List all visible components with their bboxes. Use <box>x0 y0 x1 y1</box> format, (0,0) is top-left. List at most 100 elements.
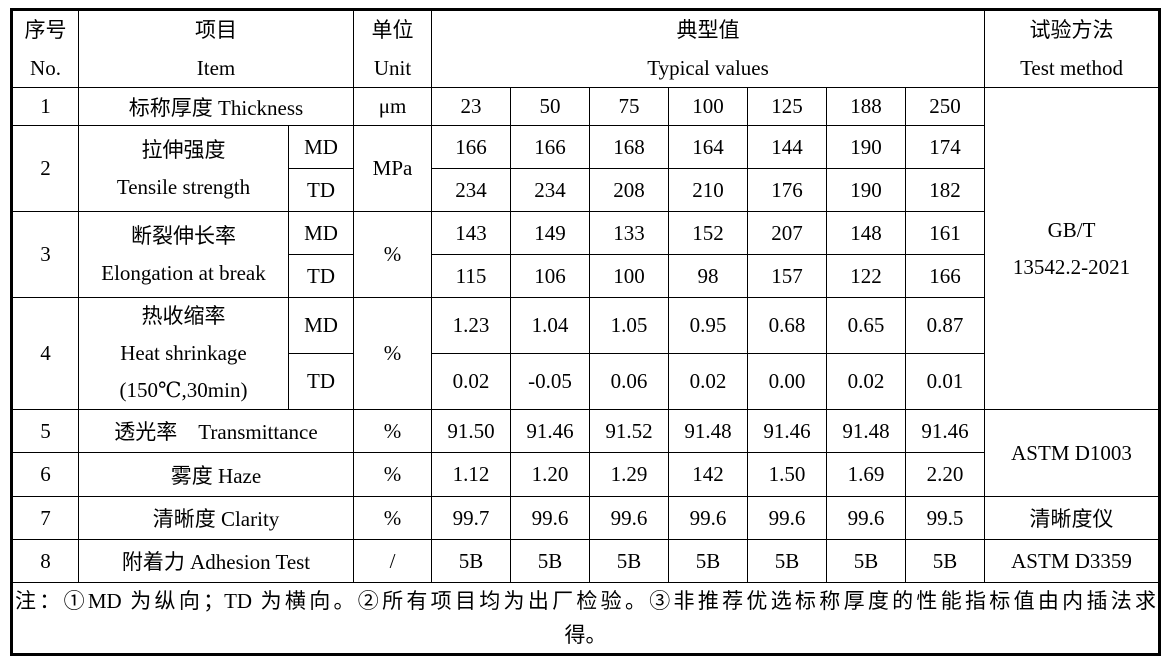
value-cell: 5B <box>904 539 986 583</box>
value-cell: 1.12 <box>431 452 511 497</box>
direction-label-td: TD <box>288 353 354 410</box>
unit-label: % <box>353 452 432 497</box>
value-cell: 174 <box>904 125 986 169</box>
value-cell: 0.95 <box>668 297 748 354</box>
value-cell: -0.05 <box>510 353 590 410</box>
table-row-thickness: 1 标称厚度 Thickness μm 23 50 75 100 125 188… <box>11 87 1161 410</box>
unit-label: % <box>353 297 432 410</box>
direction-label-md: MD <box>288 125 354 169</box>
value-cell: 91.52 <box>589 409 669 453</box>
direction-label-md: MD <box>288 297 354 354</box>
value-cell: 1.05 <box>589 297 669 354</box>
value-cell: 143 <box>431 211 511 255</box>
unit-label: μm <box>353 87 432 126</box>
table-row-transmittance: 5 透光率 Transmittance % 91.50 91.46 91.52 … <box>11 409 1161 497</box>
value-cell: 176 <box>747 168 827 212</box>
item-label-haze: 雾度 Haze <box>78 452 354 497</box>
value-cell: 0.01 <box>904 353 986 410</box>
value-cell: 157 <box>747 254 827 298</box>
value-cell: 91.46 <box>510 409 590 453</box>
table-row-shrinkage-md: 4 热收缩率 Heat shrinkage (150℃,30min) MD % … <box>11 297 1160 410</box>
unit-label: % <box>353 409 432 453</box>
row-no: 2 <box>11 125 79 212</box>
item-label-transmittance: 透光率 Transmittance <box>78 409 354 453</box>
value-cell: 148 <box>826 211 906 255</box>
row-no: 7 <box>11 496 79 540</box>
value-cell: 210 <box>668 168 748 212</box>
direction-label-td: TD <box>288 168 354 212</box>
note: 注：①MD 为纵向；TD 为横向。②所有项目均为出厂检验。③非推荐优选标称厚度的… <box>10 582 1161 655</box>
value-cell: 234 <box>431 168 511 212</box>
value-cell: 99.6 <box>668 496 748 540</box>
value-cell: 91.48 <box>668 409 748 453</box>
value-cell: 99.6 <box>826 496 906 540</box>
value-cell: 1.23 <box>431 297 511 354</box>
value-cell: 115 <box>431 254 511 298</box>
value-cell: 100 <box>589 254 669 298</box>
value-cell: 99.6 <box>747 496 827 540</box>
value-cell: 99.7 <box>431 496 511 540</box>
value-cell: 91.46 <box>747 409 827 453</box>
value-cell: 161 <box>904 211 986 255</box>
table-row-clarity: 7 清晰度 Clarity % 99.7 99.6 99.6 99.6 99.6… <box>11 496 1161 540</box>
value-cell: 1.29 <box>589 452 669 497</box>
direction-label-td: TD <box>288 254 354 298</box>
value-cell: 188 <box>826 87 906 126</box>
value-cell: 0.02 <box>826 353 906 410</box>
value-cell: 106 <box>510 254 590 298</box>
spec-table: 序号 No. 项目 Item 单位 Unit 典型值 Typical value… <box>10 8 1162 656</box>
value-cell: 99.5 <box>904 496 986 540</box>
header-item: 项目 Item <box>78 9 354 88</box>
value-cell: 75 <box>589 87 669 126</box>
value-cell: 190 <box>826 125 906 169</box>
value-cell: 149 <box>510 211 590 255</box>
header-row: 序号 No. 项目 Item 单位 Unit 典型值 Typical value… <box>11 9 1161 88</box>
value-cell: 125 <box>747 87 827 126</box>
value-cell: 1.04 <box>510 297 590 354</box>
value-cell: 166 <box>431 125 511 169</box>
value-cell: 250 <box>904 87 986 126</box>
value-cell: 91.46 <box>904 409 986 453</box>
row-no: 4 <box>11 297 79 410</box>
table-row-tensile-md: 2 拉伸强度 Tensile strength MD MPa 166 166 1… <box>11 125 1160 212</box>
value-cell: 2.20 <box>904 452 986 497</box>
unit-label: % <box>353 211 432 298</box>
value-cell: 182 <box>904 168 986 212</box>
value-cell: 0.00 <box>747 353 827 410</box>
value-cell: 5B <box>510 539 590 583</box>
table-row-haze: 6 雾度 Haze % 1.12 1.20 1.29 142 1.50 1.69… <box>11 452 1160 497</box>
test-method-mechanical: GB/T 13542.2-2021 <box>984 87 1161 410</box>
row-no: 5 <box>11 409 79 453</box>
value-cell: 152 <box>668 211 748 255</box>
item-label-elongation: 断裂伸长率 Elongation at break <box>78 211 289 298</box>
header-unit: 单位 Unit <box>353 9 432 88</box>
value-cell: 144 <box>747 125 827 169</box>
item-label-adhesion: 附着力 Adhesion Test <box>78 539 354 583</box>
row-no: 3 <box>11 211 79 298</box>
note-line-2: 得。 <box>564 623 607 647</box>
value-cell: 122 <box>826 254 906 298</box>
value-cell: 1.50 <box>747 452 827 497</box>
value-cell: 0.87 <box>904 297 986 354</box>
value-cell: 166 <box>510 125 590 169</box>
test-method-clarity: 清晰度仪 <box>984 496 1161 540</box>
value-cell: 23 <box>431 87 511 126</box>
test-method-adhesion: ASTM D3359 <box>984 539 1161 583</box>
value-cell: 168 <box>589 125 669 169</box>
table-row-adhesion: 8 附着力 Adhesion Test / 5B 5B 5B 5B 5B 5B … <box>11 539 1161 583</box>
table-row-elongation-td: TD 115 106 100 98 157 122 166 <box>12 254 1160 298</box>
table-row-shrinkage-td: TD 0.02 -0.05 0.06 0.02 0.00 0.02 0.01 <box>12 353 1160 410</box>
value-cell: 208 <box>589 168 669 212</box>
value-cell: 0.06 <box>589 353 669 410</box>
value-cell: 91.50 <box>431 409 511 453</box>
value-cell: 166 <box>904 254 986 298</box>
value-cell: 0.68 <box>747 297 827 354</box>
value-cell: 1.69 <box>826 452 906 497</box>
item-label-clarity: 清晰度 Clarity <box>78 496 354 540</box>
value-cell: 5B <box>668 539 748 583</box>
direction-label-md: MD <box>288 211 354 255</box>
value-cell: 50 <box>510 87 590 126</box>
header-no: 序号 No. <box>11 9 79 88</box>
value-cell: 0.02 <box>668 353 748 410</box>
value-cell: 91.48 <box>826 409 906 453</box>
